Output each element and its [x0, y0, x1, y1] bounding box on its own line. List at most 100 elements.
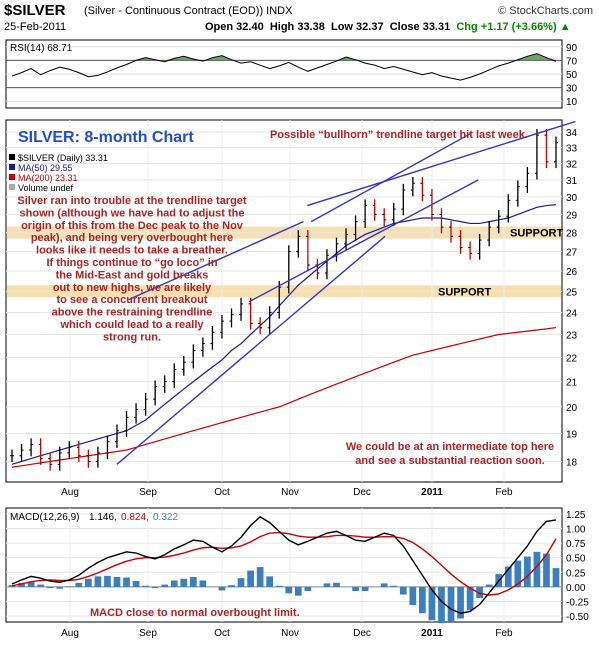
- up-arrow-icon: ▲: [559, 21, 571, 33]
- macd-x-tick-label: Feb: [495, 628, 513, 639]
- chart-title: SILVER: 8-month Chart: [18, 129, 194, 146]
- macd-histogram-bar: [37, 584, 44, 587]
- macd-histogram-bar: [237, 578, 245, 587]
- price-tick-label: 27: [566, 247, 578, 258]
- macd-value: 1.146,: [89, 512, 117, 523]
- annotation-left-line: looks like it needs to take a breather.: [36, 245, 228, 257]
- macd-histogram-bar: [75, 582, 83, 587]
- price-tick-label: 29: [566, 210, 578, 221]
- symbol-title: $SILVER: [4, 2, 66, 19]
- macd-histogram-bar: [361, 586, 369, 592]
- legend-entry: $SILVER (Daily) 33.31: [18, 153, 108, 163]
- macd-histogram-bar: [333, 582, 340, 587]
- macd-histogram-bar: [256, 567, 264, 587]
- legend-swatch: [9, 164, 15, 170]
- annotation-left-line: shown (although we have had to adjust th…: [20, 207, 245, 219]
- macd-tick-label: 0.25: [566, 568, 586, 579]
- macd-tick-label: 0.75: [566, 539, 586, 550]
- annotation-left-line: strong run.: [103, 331, 161, 343]
- macd-x-tick-label: Aug: [61, 628, 79, 639]
- high-value: High 33.38: [269, 21, 325, 33]
- macd-tick-label: 1.00: [566, 524, 586, 535]
- symbol-description: (Silver - Continuous Contract (EOD)) IND…: [84, 5, 293, 17]
- macd-histogram-bar: [247, 570, 254, 587]
- price-tick-label: 30: [566, 193, 578, 204]
- macd-histogram-bar: [27, 581, 35, 587]
- rsi-tick-label: 10: [566, 97, 578, 108]
- macd-histogram-bar: [514, 560, 522, 587]
- macd-panel: 1.25 1.00 0.75 0.50 0.25 0.00 -0.25 -0.50 Aug Sep…: [5, 507, 589, 639]
- open-value: Open 32.40: [205, 21, 264, 33]
- macd-histogram-bar: [543, 553, 550, 587]
- macd-histogram-bar: [123, 577, 130, 587]
- macd-histogram-bar: [94, 576, 102, 587]
- macd-histogram-bar: [228, 585, 235, 587]
- macd-histogram-bar: [218, 586, 226, 591]
- rsi-tick-label: 50: [566, 70, 578, 81]
- trendline: [307, 120, 576, 207]
- ma200-line: [11, 326, 557, 468]
- macd-histogram-bar: [65, 586, 73, 587]
- legend-entry: MA(200) 23.31: [18, 173, 78, 183]
- price-tick-label: 23: [566, 330, 578, 341]
- low-value: Low 32.37: [330, 21, 384, 33]
- macd-histogram-bar: [504, 566, 512, 587]
- legend-entry: Volume undef: [18, 183, 74, 193]
- macd-histogram-bar: [438, 586, 445, 624]
- annotation-left-line: peak), and being very overbought here: [31, 232, 233, 244]
- macd-histogram-bar: [352, 586, 359, 592]
- price-x-tick-label: Sep: [139, 487, 157, 498]
- price-panel: 18 19 20 21 22 23 24 25 26 27 28 29 30 31 32 33 34 Aug Sep…: [5, 119, 578, 498]
- macd-histogram-bar: [428, 586, 436, 621]
- support-label: SUPPORT: [438, 286, 491, 298]
- price-x-tick-label: Oct: [214, 487, 230, 498]
- chart-date: 25-Feb-2011: [4, 21, 67, 33]
- macd-histogram-bar: [170, 580, 178, 587]
- macd-signal-value: 0.824,: [121, 512, 149, 523]
- macd-histogram-bar: [304, 586, 312, 592]
- macd-histogram-bar: [266, 576, 274, 587]
- macd-histogram-bar: [8, 585, 16, 587]
- price-tick-label: 22: [566, 354, 578, 365]
- legend-entry: MA(50) 29.55: [18, 163, 73, 173]
- macd-tick-label: 1.25: [566, 510, 586, 521]
- price-tick-label: 26: [566, 267, 578, 278]
- macd-histogram-bar: [85, 578, 92, 587]
- macd-histogram-bar: [419, 586, 426, 614]
- macd-x-tick-label: 2011: [421, 628, 443, 639]
- change-value: Chg +1.17 (+3.66%): [456, 21, 557, 33]
- price-x-tick-label: Dec: [353, 487, 371, 498]
- rsi-line: [11, 53, 557, 81]
- support-label: SUPPORT: [510, 228, 563, 240]
- legend-swatch: [9, 174, 15, 180]
- rsi-tick-label: 70: [566, 56, 578, 67]
- price-tick-label: 19: [566, 429, 578, 440]
- macd-histogram-bar: [285, 586, 293, 594]
- macd-histogram-bar: [46, 586, 54, 589]
- macd-histogram-bar: [132, 581, 140, 587]
- macd-histogram-bar: [142, 585, 149, 587]
- macd-histogram-bar: [113, 576, 121, 587]
- macd-x-tick-label: Sep: [139, 628, 157, 639]
- price-tick-label: 20: [566, 403, 578, 414]
- macd-histogram-bar: [524, 556, 531, 587]
- price-tick-label: 28: [566, 229, 578, 240]
- macd-tick-label: -0.50: [566, 612, 589, 623]
- ohlc-readout: Open 32.40 High 33.38 Low 32.37 Close 33…: [205, 21, 571, 33]
- trendline: [248, 179, 479, 303]
- price-x-tick-label: Feb: [495, 487, 513, 498]
- macd-histogram-value: 0.322: [153, 512, 178, 523]
- trendline: [116, 235, 386, 465]
- macd-x-tick-label: Dec: [353, 628, 371, 639]
- rsi-tick-label: 90: [566, 43, 578, 54]
- close-value: Close 33.31: [389, 21, 451, 33]
- macd-histogram-bar: [180, 578, 188, 587]
- macd-histogram-bar: [409, 586, 417, 606]
- macd-tick-label: -0.25: [566, 598, 589, 609]
- price-tick-label: 33: [566, 144, 578, 155]
- price-tick-label: 25: [566, 287, 578, 298]
- macd-histogram-bar: [161, 584, 169, 587]
- price-tick-label: 18: [566, 457, 578, 468]
- rsi-panel: 10 30 50 70 90 RSI(14) 68.71: [5, 39, 578, 109]
- annotation-left-line: out to new highs, we are likely: [53, 282, 212, 294]
